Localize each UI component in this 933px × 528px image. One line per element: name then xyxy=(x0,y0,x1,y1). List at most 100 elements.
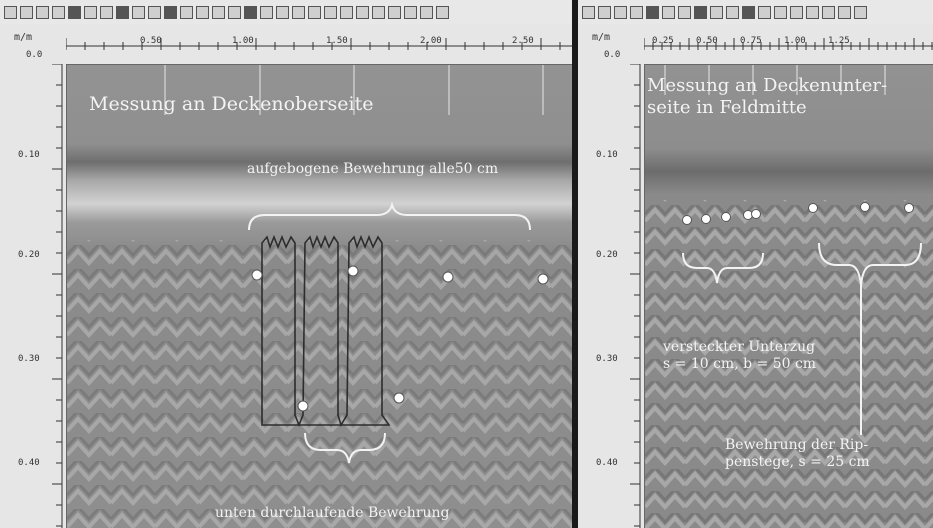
rebar-marker xyxy=(393,392,405,404)
toolbar-button[interactable] xyxy=(758,5,771,19)
x-tick-label: 1.50 xyxy=(326,36,348,46)
depth-ruler: 0.10 0.20 0.30 0.40 xyxy=(578,64,645,528)
toolbar-button[interactable] xyxy=(212,5,225,19)
rebar-marker xyxy=(442,271,454,283)
left-radargram-graphics xyxy=(67,65,572,528)
right-radargram-graphics xyxy=(645,65,933,528)
annotation-continuous-rebar: unten durchlaufende Bewehrung xyxy=(215,505,450,521)
rebar-marker xyxy=(251,269,263,281)
x-tick-label: 0.75 xyxy=(740,36,762,46)
annotation-bent-rebar: aufgebogene Bewehrung alle50 cm xyxy=(247,161,499,177)
toolbar-button[interactable] xyxy=(388,5,401,19)
toolbar-button[interactable] xyxy=(598,5,611,19)
toolbar-button[interactable] xyxy=(806,5,819,19)
toolbar-button[interactable] xyxy=(774,5,787,19)
top-brace xyxy=(248,201,531,231)
toolbar-button[interactable] xyxy=(308,5,321,19)
rebar-marker xyxy=(701,214,711,224)
toolbar-button[interactable] xyxy=(614,5,627,19)
depth-tick-label: 0.20 xyxy=(596,250,618,260)
depth-tick-label: 0.30 xyxy=(18,354,40,364)
toolbar-button[interactable] xyxy=(790,5,803,19)
right-toolbar xyxy=(578,0,933,25)
axis-unit-label: m/m xyxy=(14,32,33,43)
depth-tick-label: 0.20 xyxy=(18,250,40,260)
toolbar-button[interactable] xyxy=(420,5,433,19)
rebar-marker xyxy=(751,209,761,219)
toolbar-button[interactable] xyxy=(646,5,659,19)
toolbar-button[interactable] xyxy=(116,5,129,19)
depth-tick-label: 0.40 xyxy=(18,458,40,468)
toolbar-button[interactable] xyxy=(180,5,193,19)
toolbar-button[interactable] xyxy=(196,5,209,19)
depth-tick-label: 0.10 xyxy=(596,150,618,160)
depth-tick-label: 0.40 xyxy=(596,458,618,468)
toolbar-button[interactable] xyxy=(404,5,417,19)
left-toolbar xyxy=(0,0,572,25)
x-tick-label: 2.00 xyxy=(420,36,442,46)
toolbar-button[interactable] xyxy=(244,5,257,19)
horizontal-ruler: 0.25 0.50 0.75 1.00 1.25 xyxy=(644,24,933,65)
depth-tick-label: 0.10 xyxy=(18,150,40,160)
toolbar-button[interactable] xyxy=(662,5,675,19)
toolbar-button[interactable] xyxy=(324,5,337,19)
panel-divider xyxy=(572,0,578,528)
right-radargram-image: Messung an Deckenunter- seite in Feldmit… xyxy=(645,65,933,528)
toolbar-button[interactable] xyxy=(148,5,161,19)
beam-brace xyxy=(682,252,764,284)
toolbar-button[interactable] xyxy=(582,5,595,19)
toolbar-button[interactable] xyxy=(132,5,145,19)
toolbar-button[interactable] xyxy=(694,5,707,19)
left-radargram-panel: m/m 0.0 0.50 1.00 1.50 2.00 2.50 0.10 0.… xyxy=(0,0,572,528)
rebar-marker xyxy=(904,203,914,213)
rebar-hyperbola-outline xyxy=(261,234,391,428)
toolbar-button[interactable] xyxy=(838,5,851,19)
toolbar-button[interactable] xyxy=(164,5,177,19)
toolbar-button[interactable] xyxy=(228,5,241,19)
toolbar-button[interactable] xyxy=(68,5,81,19)
toolbar-button[interactable] xyxy=(822,5,835,19)
toolbar-button[interactable] xyxy=(340,5,353,19)
left-panel-title: Messung an Deckenoberseite xyxy=(89,93,374,115)
toolbar-button[interactable] xyxy=(710,5,723,19)
toolbar-button[interactable] xyxy=(678,5,691,19)
toolbar-button[interactable] xyxy=(36,5,49,19)
toolbar-button[interactable] xyxy=(726,5,739,19)
rebar-marker xyxy=(860,202,870,212)
toolbar-button[interactable] xyxy=(356,5,369,19)
horizontal-ruler: 0.50 1.00 1.50 2.00 2.50 xyxy=(66,24,572,65)
right-panel-title: Messung an Deckenunter- seite in Feldmit… xyxy=(647,75,888,118)
right-radargram-panel: m/m 0.0 0.25 0.50 0.75 1.00 1.25 0.10 0.… xyxy=(578,0,933,528)
rebar-marker xyxy=(297,400,309,412)
toolbar-button[interactable] xyxy=(742,5,755,19)
annotation-rib-rebar: Bewehrung der Rip- penstege, s = 25 cm xyxy=(725,437,870,470)
toolbar-button[interactable] xyxy=(4,5,17,19)
x-tick-label: 1.00 xyxy=(784,36,806,46)
x-tick-label: 1.25 xyxy=(828,36,850,46)
toolbar-button[interactable] xyxy=(854,5,867,19)
horizontal-ruler-ticks xyxy=(644,38,933,50)
toolbar-button[interactable] xyxy=(276,5,289,19)
x-tick-label: 1.00 xyxy=(232,36,254,46)
axis-corner: m/m 0.0 xyxy=(0,24,67,65)
horizontal-ruler-ticks xyxy=(66,38,572,50)
rebar-marker xyxy=(537,273,549,285)
depth-tick-label: 0.30 xyxy=(596,354,618,364)
toolbar-button[interactable] xyxy=(436,5,449,19)
toolbar-button[interactable] xyxy=(84,5,97,19)
rebar-marker xyxy=(682,215,692,225)
rebar-marker xyxy=(347,265,359,277)
x-tick-label: 0.25 xyxy=(652,36,674,46)
rebar-marker xyxy=(808,203,818,213)
toolbar-button[interactable] xyxy=(20,5,33,19)
x-tick-label: 2.50 xyxy=(512,36,534,46)
toolbar-button[interactable] xyxy=(52,5,65,19)
toolbar-button[interactable] xyxy=(372,5,385,19)
x-tick-label: 0.50 xyxy=(696,36,718,46)
x-tick-label: 0.50 xyxy=(140,36,162,46)
toolbar-button[interactable] xyxy=(100,5,113,19)
toolbar-button[interactable] xyxy=(630,5,643,19)
axis-unit-label: m/m xyxy=(592,32,611,43)
toolbar-button[interactable] xyxy=(292,5,305,19)
toolbar-button[interactable] xyxy=(260,5,273,19)
